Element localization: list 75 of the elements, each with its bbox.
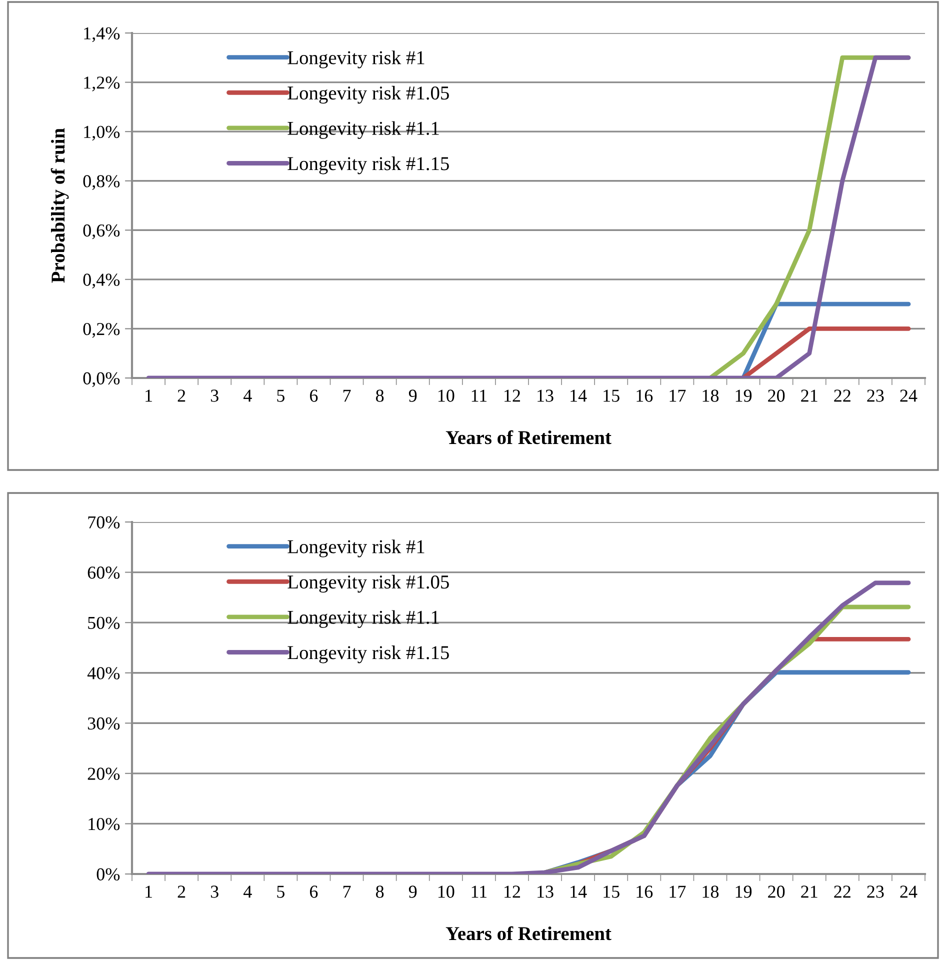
y-tick-label: 1,4% xyxy=(84,27,120,42)
x-tick-label: 10 xyxy=(438,390,454,402)
legend-label: Longevity risk #1.1 xyxy=(288,610,439,628)
x-tick-label: 7 xyxy=(343,390,351,402)
x-tick-label: 20 xyxy=(768,886,785,898)
x-axis-title: Years of Retirement xyxy=(446,926,612,940)
x-tick-label: 1 xyxy=(146,390,152,402)
x-tick-label: 23 xyxy=(867,886,884,898)
x-tick-label: 15 xyxy=(604,886,620,898)
y-tick-label: 60% xyxy=(88,566,120,579)
x-tick-label: 21 xyxy=(801,886,818,898)
x-tick-label: 5 xyxy=(277,390,284,402)
legend-label: Longevity risk #1.05 xyxy=(288,574,449,593)
x-tick-label: 21 xyxy=(801,390,818,402)
x-tick-label: 18 xyxy=(702,886,719,898)
x-tick-label: 6 xyxy=(310,390,318,402)
x-tick-label: 6 xyxy=(310,886,318,898)
y-tick-label: 0,0% xyxy=(83,372,120,388)
x-tick-label: 3 xyxy=(210,886,218,898)
x-tick-label: 8 xyxy=(376,886,384,898)
x-tick-label: 9 xyxy=(408,390,417,402)
x-tick-label: 10 xyxy=(438,886,454,898)
x-tick-label: 23 xyxy=(867,390,884,402)
x-tick-label: 11 xyxy=(472,886,487,898)
y-tick-label: 30% xyxy=(88,717,120,730)
y-tick-label: 1,0% xyxy=(84,126,120,141)
legend-label: Longevity risk #1.15 xyxy=(288,156,449,174)
y-tick-label: 0% xyxy=(96,868,120,880)
x-tick-label: 13 xyxy=(538,390,554,402)
x-tick-label: 7 xyxy=(343,886,351,898)
x-tick-label: 19 xyxy=(736,390,752,402)
x-tick-label: 14 xyxy=(570,390,587,402)
legend-label: Longevity risk #1.1 xyxy=(288,121,439,139)
x-tick-label: 12 xyxy=(504,886,520,898)
x-tick-label: 24 xyxy=(900,390,918,402)
x-tick-label: 9 xyxy=(408,886,417,898)
x-tick-label: 3 xyxy=(210,390,218,402)
legend-label: Longevity risk #1 xyxy=(288,540,424,558)
y-tick-label: 50% xyxy=(88,616,120,630)
x-tick-label: 20 xyxy=(768,390,785,402)
x-tick-label: 4 xyxy=(243,886,252,898)
x-tick-label: 19 xyxy=(736,886,752,898)
x-tick-label: 22 xyxy=(834,390,850,402)
x-tick-label: 18 xyxy=(702,390,719,402)
x-tick-label: 14 xyxy=(570,886,587,898)
x-tick-label: 11 xyxy=(472,390,487,402)
y-tick-label: 10% xyxy=(88,818,120,830)
x-tick-label: 17 xyxy=(670,390,686,402)
x-tick-label: 17 xyxy=(670,886,686,898)
legend-label: Longevity risk #1.05 xyxy=(288,86,449,104)
x-tick-label: 1 xyxy=(146,886,152,898)
y-tick-label: 40% xyxy=(87,667,120,680)
y-tick-label: 1,2% xyxy=(84,76,120,92)
x-tick-label: 16 xyxy=(636,886,653,898)
x-tick-label: 2 xyxy=(178,390,186,402)
y-tick-label: 0,4% xyxy=(83,274,120,288)
x-axis-title: Years of Retirement xyxy=(446,430,612,444)
y-tick-label: 0,8% xyxy=(83,175,120,190)
x-tick-label: 22 xyxy=(834,886,850,898)
x-tick-label: 5 xyxy=(277,886,284,898)
x-tick-label: 12 xyxy=(504,390,520,402)
x-tick-label: 2 xyxy=(178,886,186,898)
x-tick-label: 13 xyxy=(538,886,554,898)
y-axis-title: Probability of ruin xyxy=(50,128,69,283)
legend-label: Longevity risk #1.15 xyxy=(288,646,449,664)
y-tick-label: 0,2% xyxy=(83,322,120,338)
x-tick-label: 4 xyxy=(243,390,252,402)
y-tick-label: 20% xyxy=(88,768,120,780)
legend-label: Longevity risk #1 xyxy=(288,50,424,68)
x-tick-label: 24 xyxy=(900,886,918,898)
x-tick-label: 16 xyxy=(636,390,653,402)
y-tick-label: 0,6% xyxy=(83,224,120,240)
x-tick-label: 8 xyxy=(376,390,384,402)
y-tick-label: 70% xyxy=(88,516,120,528)
x-tick-label: 15 xyxy=(604,390,620,402)
